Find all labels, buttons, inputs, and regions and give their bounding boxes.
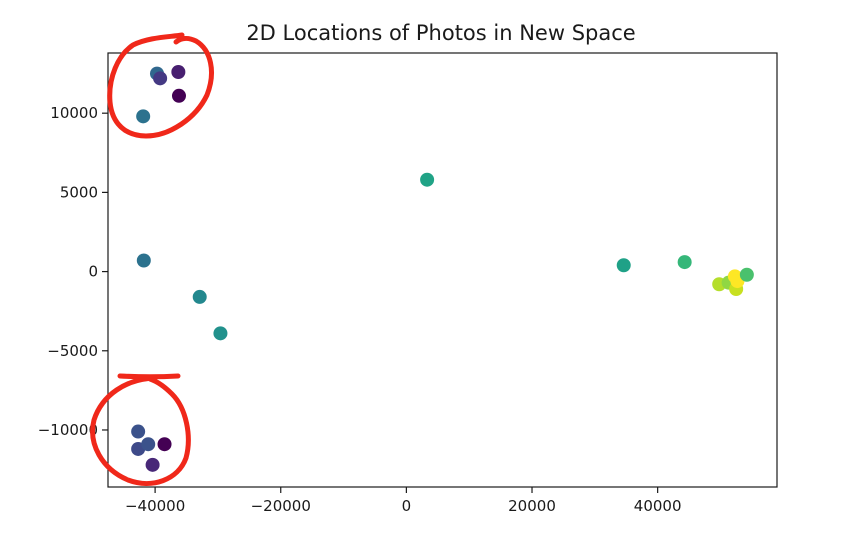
x-axis: −40000 −20000 0 20000 40000	[125, 487, 682, 515]
scatter-point	[153, 71, 168, 86]
scatter-point	[141, 437, 156, 452]
scatter-point	[739, 267, 754, 282]
scatter-point	[145, 457, 160, 472]
y-tick-label: −10000	[38, 421, 98, 439]
scatter-point	[213, 326, 228, 341]
y-tick-label: 0	[88, 263, 98, 281]
y-tick-label: 10000	[50, 104, 98, 122]
x-tick-label: −20000	[251, 497, 311, 515]
chart-title: 2D Locations of Photos in New Space	[246, 21, 635, 45]
scatter-point	[131, 424, 146, 439]
scatter-point	[616, 258, 631, 273]
x-tick-label: −40000	[125, 497, 185, 515]
y-tick-label: 5000	[60, 183, 98, 201]
scatter-point	[171, 88, 186, 103]
scatter-points	[131, 65, 754, 472]
scatter-point	[677, 255, 692, 270]
scatter-point	[192, 289, 207, 304]
scatter-point	[157, 437, 172, 452]
scatter-point	[136, 253, 151, 268]
x-tick-label: 20000	[508, 497, 556, 515]
scatter-point	[171, 65, 186, 80]
y-axis: 10000 5000 0 −5000 −10000	[38, 104, 108, 439]
annotation-layer	[90, 32, 214, 486]
plot-area-frame	[107, 52, 778, 488]
x-tick-label: 40000	[634, 497, 682, 515]
scatter-point	[420, 172, 435, 187]
x-tick-label: 0	[402, 497, 412, 515]
annotation-circle-top-left	[107, 32, 214, 139]
annotation-circle-bottom-left	[90, 375, 191, 486]
y-tick-label: −5000	[47, 342, 98, 360]
scatter-point	[136, 109, 151, 124]
